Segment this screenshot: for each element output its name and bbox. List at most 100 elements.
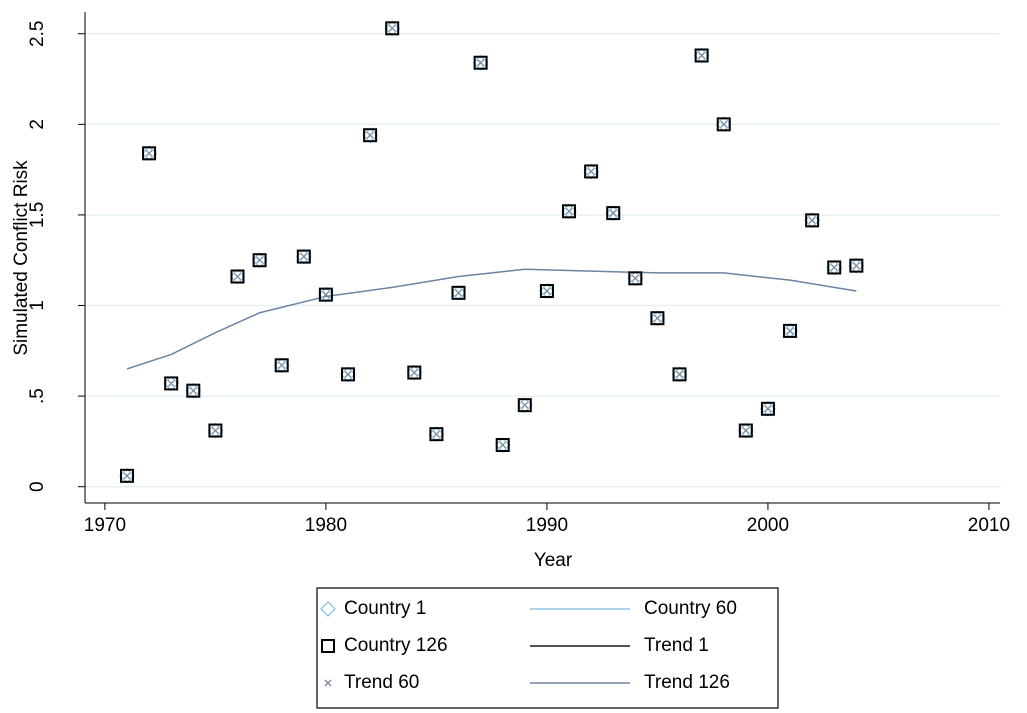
point (587, 167, 595, 175)
point (584, 164, 599, 179)
point (786, 327, 794, 335)
point (631, 274, 639, 282)
point (207, 422, 224, 439)
point (671, 366, 688, 383)
point (495, 438, 510, 453)
point (849, 258, 864, 273)
point (300, 253, 308, 261)
y-tick-label: 2.5 (27, 21, 48, 47)
point (720, 120, 728, 128)
y-tick-label: 1 (27, 300, 48, 311)
point (606, 206, 621, 221)
point (605, 205, 622, 222)
point (123, 472, 131, 480)
point (296, 249, 311, 264)
point (672, 367, 687, 382)
point (805, 213, 820, 228)
point (760, 401, 775, 416)
legend-marker (321, 639, 335, 653)
point (649, 310, 666, 327)
legend-label: Country 1 (344, 598, 426, 619)
point (737, 422, 754, 439)
point (145, 149, 153, 157)
point (650, 311, 665, 326)
point (119, 468, 134, 483)
point (451, 285, 466, 300)
point (406, 364, 423, 381)
legend-label: Country 60 (644, 598, 737, 619)
point (407, 365, 422, 380)
legend-label: Trend 1 (644, 635, 709, 656)
point (340, 366, 356, 383)
point (676, 370, 683, 378)
point (455, 289, 462, 297)
point (167, 379, 175, 387)
point (517, 398, 532, 413)
point (234, 273, 241, 280)
point (760, 400, 776, 417)
point (521, 401, 529, 409)
legend-box (316, 587, 779, 709)
legend-marker (320, 601, 336, 617)
point (410, 369, 418, 377)
y-tick-label: 2 (27, 119, 48, 130)
legend-marker (324, 679, 332, 687)
point (628, 271, 643, 286)
point (627, 270, 644, 287)
point (827, 260, 842, 275)
point (318, 287, 333, 302)
point (764, 405, 772, 413)
point (561, 203, 577, 220)
point (273, 357, 290, 374)
point (565, 207, 573, 215)
point (185, 382, 202, 399)
x-axis-label: Year (534, 550, 573, 571)
point (830, 264, 838, 271)
y-tick-label: 0 (27, 481, 48, 492)
point (808, 216, 816, 224)
point (119, 467, 135, 484)
point (341, 367, 356, 382)
point (362, 127, 379, 144)
point (693, 47, 710, 64)
point (208, 423, 223, 438)
point (804, 212, 821, 229)
point (256, 256, 264, 264)
point (211, 427, 219, 434)
point (385, 21, 400, 36)
point (694, 48, 709, 63)
point (499, 441, 507, 449)
point (384, 20, 401, 37)
x-tick-label: 1970 (84, 515, 126, 536)
point (252, 253, 267, 268)
point (363, 128, 378, 143)
y-tick-label: .5 (27, 388, 48, 404)
trend-line (126, 268, 857, 370)
point (251, 252, 268, 269)
point (344, 370, 352, 378)
point (230, 269, 245, 284)
point (366, 131, 374, 139)
point (189, 387, 197, 395)
x-tick-label: 2000 (747, 515, 789, 536)
point (274, 358, 289, 373)
point (738, 423, 753, 438)
point (539, 284, 554, 299)
point (609, 209, 617, 217)
point (852, 262, 860, 270)
point (432, 430, 440, 438)
point (826, 259, 843, 276)
legend-label: Trend 126 (644, 672, 730, 693)
legend-label: Country 126 (344, 635, 448, 656)
point (716, 117, 731, 132)
point (742, 427, 750, 434)
x-tick-label: 1980 (305, 515, 347, 536)
point (543, 287, 551, 295)
point (163, 375, 180, 392)
point (186, 383, 201, 398)
point (473, 55, 488, 70)
y-axis-label: Simulated Conflict Risk (11, 160, 32, 356)
point (783, 323, 798, 338)
legend-label: Trend 60 (344, 672, 419, 693)
